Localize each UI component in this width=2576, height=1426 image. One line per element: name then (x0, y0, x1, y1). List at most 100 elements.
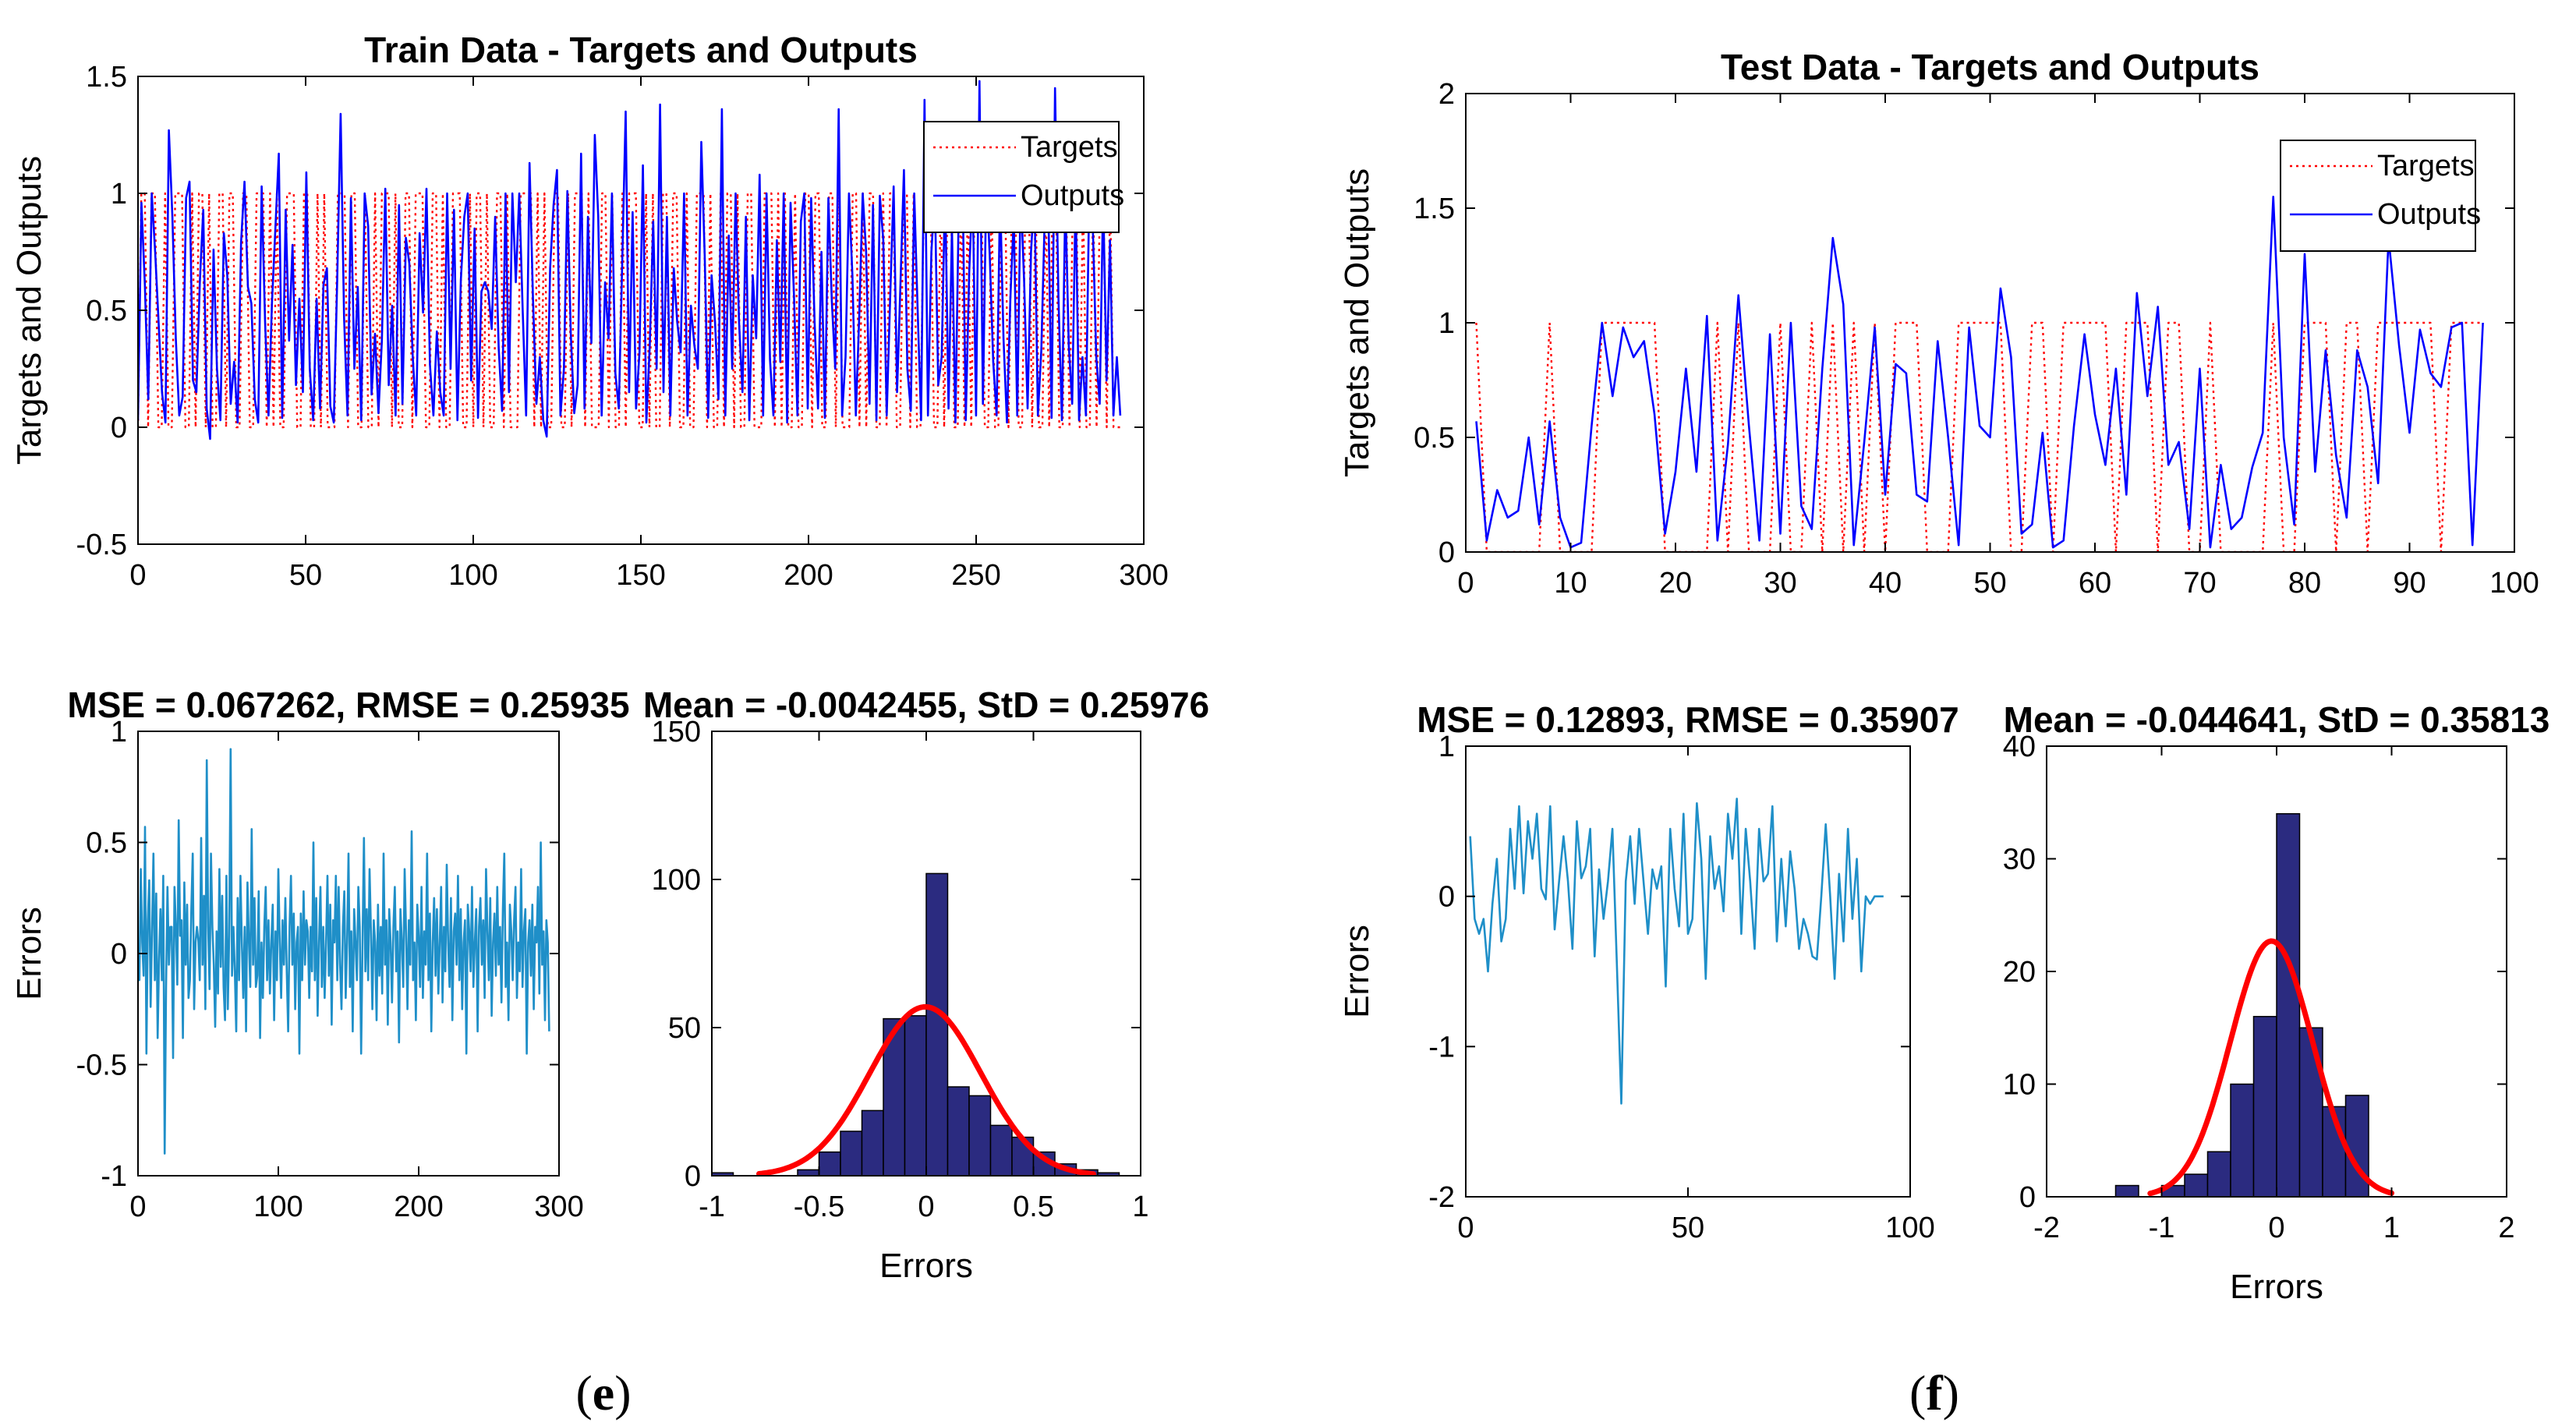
chart-title: MSE = 0.067262, RMSE = 0.25935 (67, 685, 629, 725)
y-tick-label: 20 (2003, 956, 2036, 989)
x-tick-label: 300 (1119, 559, 1168, 592)
y-tick-label: -1 (1428, 1031, 1455, 1063)
chart-f-hist: Mean = -0.044641, StD = 0.35813 Errors -2 -… (2003, 699, 2550, 1306)
x-tick-label: 0 (1457, 1212, 1474, 1244)
x-tick-label: 0.5 (1013, 1191, 1054, 1223)
x-tick-label: 100 (1885, 1212, 1934, 1244)
y-tick-label: 100 (652, 864, 701, 897)
y-tick-label: 0 (1438, 536, 1455, 569)
x-tick-label: 0 (1457, 567, 1474, 600)
y-tick-label: 30 (2003, 844, 2036, 876)
x-tick-label: 70 (2183, 567, 2216, 600)
y-tick-label: 0 (111, 412, 127, 444)
x-tick-label: -1 (699, 1191, 725, 1223)
plot-area (2114, 812, 2394, 1197)
x-tick-label: 300 (534, 1191, 583, 1223)
y-tick-label: 0 (685, 1160, 701, 1193)
y-tick-label: 0.5 (1414, 422, 1455, 455)
plot-area (1469, 798, 1884, 1105)
histogram-bar (968, 1095, 992, 1176)
normal-fit-curve (2147, 938, 2394, 1197)
histogram-bar (2298, 1027, 2323, 1197)
y-tick-label: 0 (2019, 1181, 2036, 1214)
y-tick-label: 1.5 (1414, 193, 1455, 225)
legend-box (2280, 140, 2476, 252)
y-tick-label: 40 (2003, 731, 2036, 763)
x-tick-label: 0 (918, 1191, 934, 1223)
x-tick-label: 100 (448, 559, 497, 592)
y-tick-label: -1 (101, 1160, 127, 1193)
legend-label-outputs: Outputs (2377, 198, 2481, 231)
y-tick-label: 0 (1438, 881, 1455, 914)
y-tick-label: -0.5 (76, 529, 127, 561)
histogram-bar (2206, 1151, 2231, 1197)
chart-title: Mean = -0.044641, StD = 0.35813 (2004, 699, 2550, 740)
y-tick-label: 50 (668, 1012, 701, 1045)
histogram-bar (797, 1169, 820, 1176)
histogram-bar (2344, 1095, 2369, 1197)
x-tick-label: 100 (2489, 567, 2539, 600)
x-tick-label: 200 (784, 559, 833, 592)
histogram-bar (861, 1109, 884, 1176)
series-line-errors (1469, 798, 1884, 1105)
x-tick-label: 1 (1132, 1191, 1148, 1223)
y-tick-label: 0.5 (86, 295, 127, 327)
x-tick-label: 100 (253, 1191, 303, 1223)
legend: Targets Outputs (923, 121, 1124, 233)
x-tick-label: 1 (2383, 1212, 2400, 1244)
y-tick-label: 10 (2003, 1069, 2036, 1102)
histogram-bar (2184, 1173, 2209, 1197)
histogram-bar (840, 1131, 863, 1176)
x-tick-label: 20 (1659, 567, 1692, 600)
plot-area (1475, 196, 2484, 552)
plot-area (138, 748, 550, 1155)
chart-title: MSE = 0.12893, RMSE = 0.35907 (1417, 699, 1959, 740)
x-tick-label: -1 (2149, 1212, 2175, 1244)
chart-title: Train Data - Targets and Outputs (364, 30, 918, 70)
x-tick-label: 10 (1554, 567, 1587, 600)
legend: Targets Outputs (2280, 140, 2481, 252)
chart-e-errors: MSE = 0.067262, RMSE = 0.25935 Errors 0 100… (10, 685, 630, 1223)
histogram-bar (818, 1151, 841, 1176)
panel-label-e: (e) (575, 1365, 631, 1421)
x-tick-label: -2 (2033, 1212, 2060, 1244)
x-tick-label: 250 (951, 559, 1000, 592)
histogram-bar (904, 1015, 927, 1176)
chart-e-main: Train Data - Targets and Outputs Targets … (10, 30, 1169, 592)
panel-label-f: (f) (1909, 1365, 1959, 1421)
x-tick-label: 60 (2079, 567, 2111, 600)
legend-label-targets: Targets (2377, 150, 2475, 182)
histogram-bar (925, 872, 949, 1176)
y-tick-label: 1 (1438, 731, 1455, 763)
y-tick-label: 1 (111, 716, 127, 748)
y-axis-label: Errors (10, 907, 48, 1000)
y-tick-label: 1.5 (86, 61, 127, 94)
histogram-bar (989, 1124, 1013, 1176)
series-line-outputs (138, 80, 1122, 441)
y-tick-label: 1 (1438, 307, 1455, 340)
x-tick-label: 50 (1973, 567, 2006, 600)
series-line-outputs (1475, 196, 2484, 549)
series-line-targets (138, 192, 1120, 429)
chart-e-hist: Mean = -0.0042455, StD = 0.25976 Errors -1… (643, 685, 1209, 1285)
x-axis-label: Errors (2230, 1268, 2323, 1306)
y-tick-label: -0.5 (76, 1049, 127, 1082)
x-tick-label: 50 (1672, 1212, 1704, 1244)
chart-title: Mean = -0.0042455, StD = 0.25976 (643, 685, 1209, 725)
legend-box (923, 121, 1120, 233)
legend-label-targets: Targets (1021, 131, 1118, 164)
y-tick-label: 2 (1438, 78, 1455, 111)
plots: Train Data - Targets and Outputs Targets … (10, 30, 2549, 1306)
x-tick-label: 50 (289, 559, 322, 592)
histogram-bar (2230, 1083, 2255, 1197)
histogram-bar (2252, 1016, 2277, 1197)
y-tick-label: 0 (111, 938, 127, 971)
y-axis-label: Targets and Outputs (1338, 168, 1376, 477)
x-tick-label: 90 (2393, 567, 2426, 600)
series-line-targets (1475, 321, 2483, 552)
normal-fit-curve (756, 1003, 1096, 1176)
plot-area (712, 872, 1120, 1176)
y-tick-label: 150 (652, 716, 701, 748)
